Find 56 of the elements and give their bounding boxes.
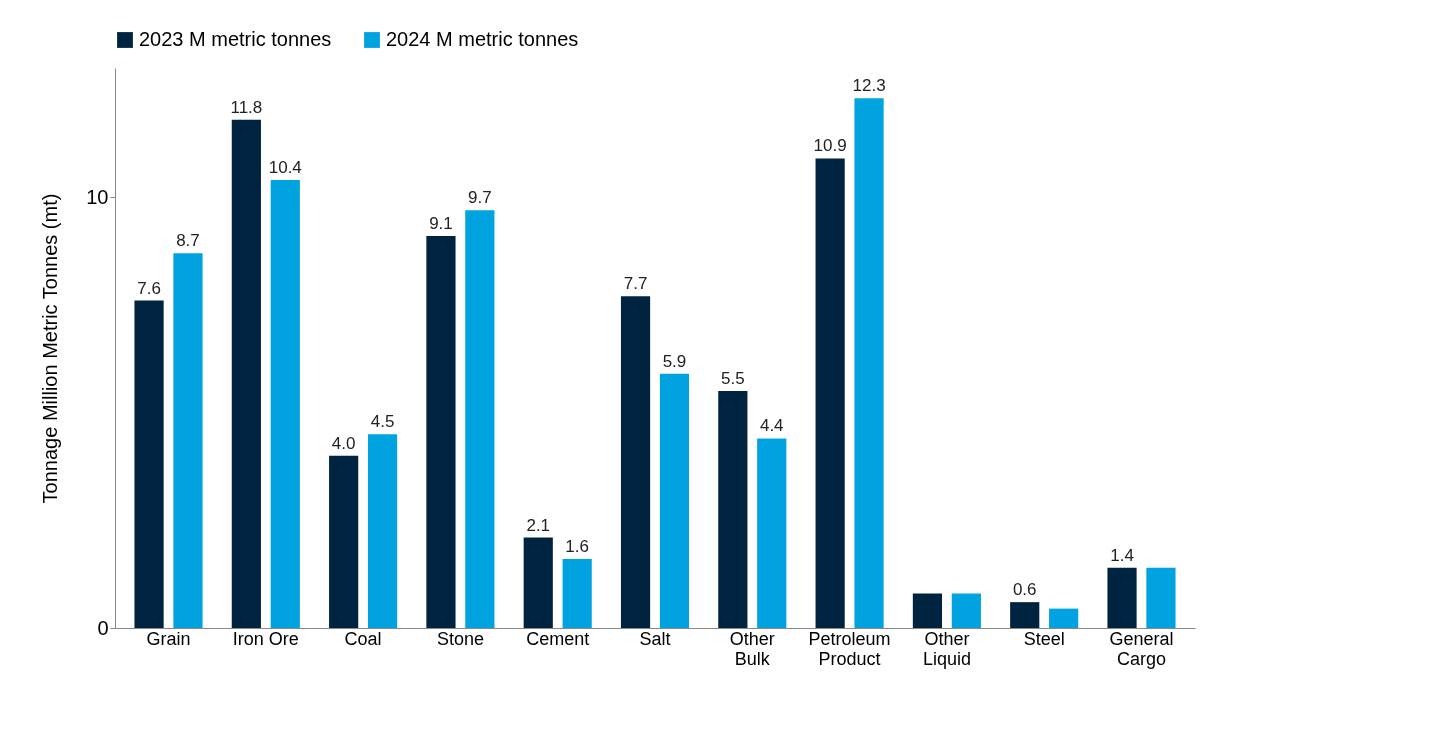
data-label: 9.7 xyxy=(468,188,492,208)
x-tick-label: Other Bulk xyxy=(729,628,775,669)
data-label: 10.4 xyxy=(268,158,302,177)
bar xyxy=(815,158,845,628)
data-label: 7.6 xyxy=(137,278,161,298)
bar xyxy=(465,210,495,628)
data-label: 1.6 xyxy=(565,537,589,557)
bar xyxy=(134,300,164,628)
bar xyxy=(854,98,884,628)
x-tick-label: Stone xyxy=(436,628,484,649)
bar xyxy=(620,296,651,628)
data-label: 5.9 xyxy=(662,351,687,371)
bar xyxy=(1107,567,1137,628)
x-tick-label: Iron Ore xyxy=(232,628,299,649)
bar xyxy=(562,559,592,628)
data-label: 4.4 xyxy=(759,416,784,436)
data-label: 7.7 xyxy=(623,274,648,294)
x-tick-label: Coal xyxy=(344,628,382,649)
bar xyxy=(1146,567,1176,628)
bar xyxy=(329,455,359,628)
x-tick-label: General Cargo xyxy=(1109,628,1174,669)
data-label: 11.8 xyxy=(230,97,263,117)
x-tick-label: Petroleum Product xyxy=(808,628,891,669)
bar xyxy=(231,119,261,628)
data-label: 1.4 xyxy=(1110,545,1134,565)
legend-label: 2024 M metric tonnes xyxy=(386,28,579,50)
y-tick-label: 10 xyxy=(86,185,109,208)
bar xyxy=(523,537,553,628)
data-label: 4.0 xyxy=(331,433,356,453)
data-label: 4.5 xyxy=(370,412,395,432)
data-label: 9.1 xyxy=(429,214,453,233)
bar xyxy=(270,180,300,628)
bar xyxy=(718,391,748,628)
bar xyxy=(426,236,456,628)
bar xyxy=(1049,608,1079,628)
y-tick-label: 0 xyxy=(97,616,109,639)
bar xyxy=(757,438,787,628)
x-tick-label: Other Liquid xyxy=(922,628,971,669)
data-label: 0.6 xyxy=(1012,580,1037,600)
y-axis-title: Tonnage Million Metric Tonnes (mt) xyxy=(39,193,62,504)
data-label: 8.7 xyxy=(176,231,200,251)
bar xyxy=(1010,602,1040,628)
bar xyxy=(951,593,981,628)
bar xyxy=(173,253,203,628)
x-tick-label: Grain xyxy=(146,628,191,649)
data-label: 10.9 xyxy=(813,136,847,156)
legend-label: 2023 M metric tonnes xyxy=(139,28,332,50)
data-label: 5.5 xyxy=(721,369,745,389)
x-tick-label: Cement xyxy=(526,628,590,649)
data-label: 2.1 xyxy=(526,515,551,535)
bar xyxy=(912,593,943,628)
data-label: 12.3 xyxy=(852,76,886,96)
x-tick-label: Steel xyxy=(1023,628,1065,649)
x-tick-label: Salt xyxy=(639,628,671,649)
bar xyxy=(367,434,398,628)
bar xyxy=(659,373,690,628)
